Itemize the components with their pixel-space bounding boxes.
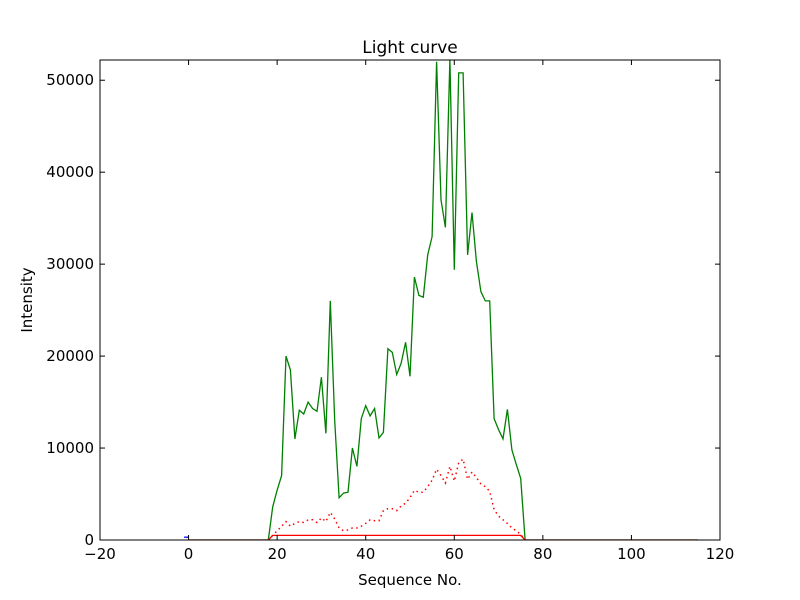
y-tick-label: 10000 [46, 439, 94, 457]
x-tick-label: 60 [445, 545, 464, 563]
x-tick-label: 40 [356, 545, 375, 563]
x-axis: −20 0 20 40 60 80 100 120 [84, 60, 734, 563]
x-tick-label: 20 [268, 545, 287, 563]
y-tick-label: 0 [84, 531, 94, 549]
x-axis-label: Sequence No. [358, 571, 462, 589]
series-line-baseline [188, 534, 698, 540]
series-line-total [188, 60, 698, 540]
plot-frame [99, 59, 721, 541]
x-tick-label: 0 [184, 545, 194, 563]
x-tick-label: 120 [706, 545, 735, 563]
series-group [184, 60, 698, 540]
y-axis: 0 10000 20000 30000 40000 50000 [46, 71, 720, 549]
y-tick-label: 30000 [46, 255, 94, 273]
y-tick-label: 40000 [46, 163, 94, 181]
x-tick-label: 80 [533, 545, 552, 563]
y-tick-label: 50000 [46, 71, 94, 89]
x-tick-label: 100 [617, 545, 646, 563]
y-axis-label: Intensity [18, 267, 36, 332]
plot-background [100, 60, 720, 540]
x-tick-label: −20 [84, 545, 116, 563]
y-tick-label: 20000 [46, 347, 94, 365]
chart-title: Light curve [362, 38, 457, 58]
series-line-dotted [267, 457, 526, 540]
